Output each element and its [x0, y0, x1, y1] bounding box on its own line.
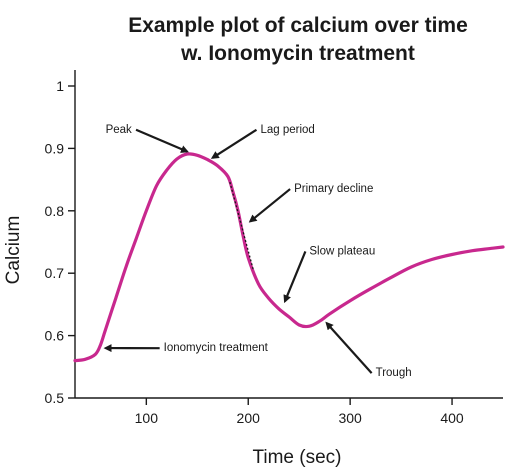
x-tick-label: 300	[338, 410, 362, 426]
y-tick-label: 0.5	[45, 390, 65, 406]
chart-title-line-1: Example plot of calcium over time	[128, 14, 468, 37]
primary-decline-dashes	[229, 181, 254, 271]
x-tick-label: 100	[135, 410, 159, 426]
annotations: Peak Lag period Primary decline Slow platea…	[103, 124, 412, 379]
y-tick-label: 0.7	[45, 265, 65, 281]
annotation-peak-label: Peak	[106, 124, 132, 136]
annotation-lag-period-label: Lag period	[260, 124, 314, 136]
x-tick-label: 200	[237, 410, 261, 426]
y-tick-label: 1	[56, 78, 64, 94]
annotation-primary-decline-arrow	[248, 188, 291, 223]
annotation-peak-arrow	[135, 128, 189, 153]
x-tick-label: 400	[440, 410, 464, 426]
annotation-trough-label: Trough	[376, 367, 412, 379]
chart-title-line-2: w. Ionomycin treatment	[180, 42, 415, 65]
annotation-lag-period-arrow	[210, 128, 258, 159]
annotation-primary-decline-label: Primary decline	[294, 183, 373, 195]
y-tick-label: 0.9	[45, 140, 65, 156]
annotation-slow-plateau-label: Slow plateau	[309, 245, 375, 257]
y-tick-label: 0.8	[45, 203, 65, 219]
annotation-trough-arrow	[325, 321, 373, 374]
y-tick-label: 0.6	[45, 328, 65, 344]
x-ticks: 100 200 300 400	[135, 398, 464, 426]
y-axis-label: Calcium	[3, 216, 24, 285]
annotation-slow-plateau-arrow	[283, 251, 307, 304]
x-axis-label: Time (sec)	[252, 447, 341, 468]
y-ticks: 0.5 0.6 0.7 0.8 0.9 1	[45, 78, 75, 406]
annotation-ionomycin-treatment-label: Ionomycin treatment	[164, 342, 269, 354]
calcium-series-line	[73, 152, 505, 363]
